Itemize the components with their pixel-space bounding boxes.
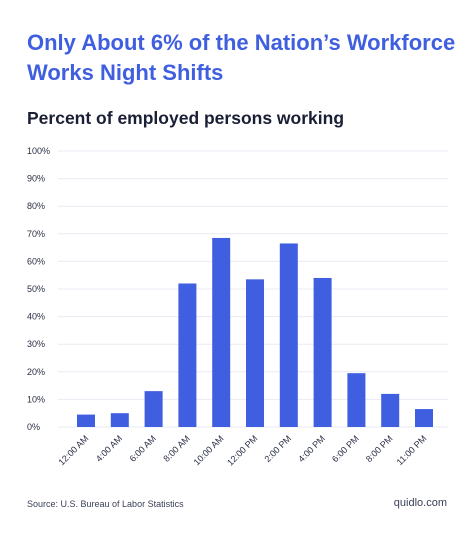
bar <box>178 283 197 427</box>
bar <box>246 279 264 427</box>
x-tick-label: 12:00 PM <box>225 433 259 467</box>
y-axis-ticks: 0% 10% 20% 30% 40% 50% 60% 70% 80% 90% 100% <box>27 146 50 432</box>
chart-subtitle: Percent of employed persons working <box>27 108 345 128</box>
bar <box>381 393 400 427</box>
x-tick-label: 4:00 PM <box>296 433 327 464</box>
bar <box>144 391 163 427</box>
bars <box>77 237 433 427</box>
bar <box>313 277 332 427</box>
y-tick-label: 50% <box>27 284 45 294</box>
y-tick-label: 60% <box>27 256 45 266</box>
bar <box>415 409 433 427</box>
y-tick-label: 90% <box>27 174 45 184</box>
x-tick-label: 10:00 AM <box>192 433 226 467</box>
y-tick-label: 70% <box>27 229 45 239</box>
y-tick-label: 20% <box>27 367 45 377</box>
y-tick-label: 100% <box>27 146 50 156</box>
x-tick-label: 4:00 AM <box>94 433 124 463</box>
x-tick-label: 6:00 PM <box>330 433 361 464</box>
bar-chart: 0% 10% 20% 30% 40% 50% 60% 70% 80% 90% 100% 12:00 … <box>27 146 448 468</box>
x-tick-label: 2:00 PM <box>262 433 293 464</box>
bar <box>347 373 366 427</box>
y-tick-label: 30% <box>27 339 45 349</box>
x-tick-label: 12:00 AM <box>56 433 90 467</box>
x-tick-label: 8:00 PM <box>364 433 395 464</box>
source-note: Source: U.S. Bureau of Labor Statistics <box>27 499 184 509</box>
bar <box>77 414 95 427</box>
x-tick-label: 11:00 PM <box>395 433 429 467</box>
chart-title: Only About 6% of the Nation’s Workforce … <box>27 30 456 85</box>
y-tick-label: 10% <box>27 394 45 404</box>
x-tick-label: 6:00 AM <box>128 433 158 463</box>
bar <box>279 243 298 427</box>
y-tick-label: 80% <box>27 201 45 211</box>
x-tick-label: 8:00 AM <box>161 433 191 463</box>
y-tick-label: 40% <box>27 312 45 322</box>
bar <box>110 413 129 427</box>
x-axis-ticks: 12:00 AM 4:00 AM 6:00 AM 8:00 AM 10:00 AM 12:… <box>56 433 428 467</box>
bar <box>212 237 231 427</box>
y-tick-label: 0% <box>27 422 40 432</box>
brand-link[interactable]: quidlo.com <box>393 497 447 509</box>
